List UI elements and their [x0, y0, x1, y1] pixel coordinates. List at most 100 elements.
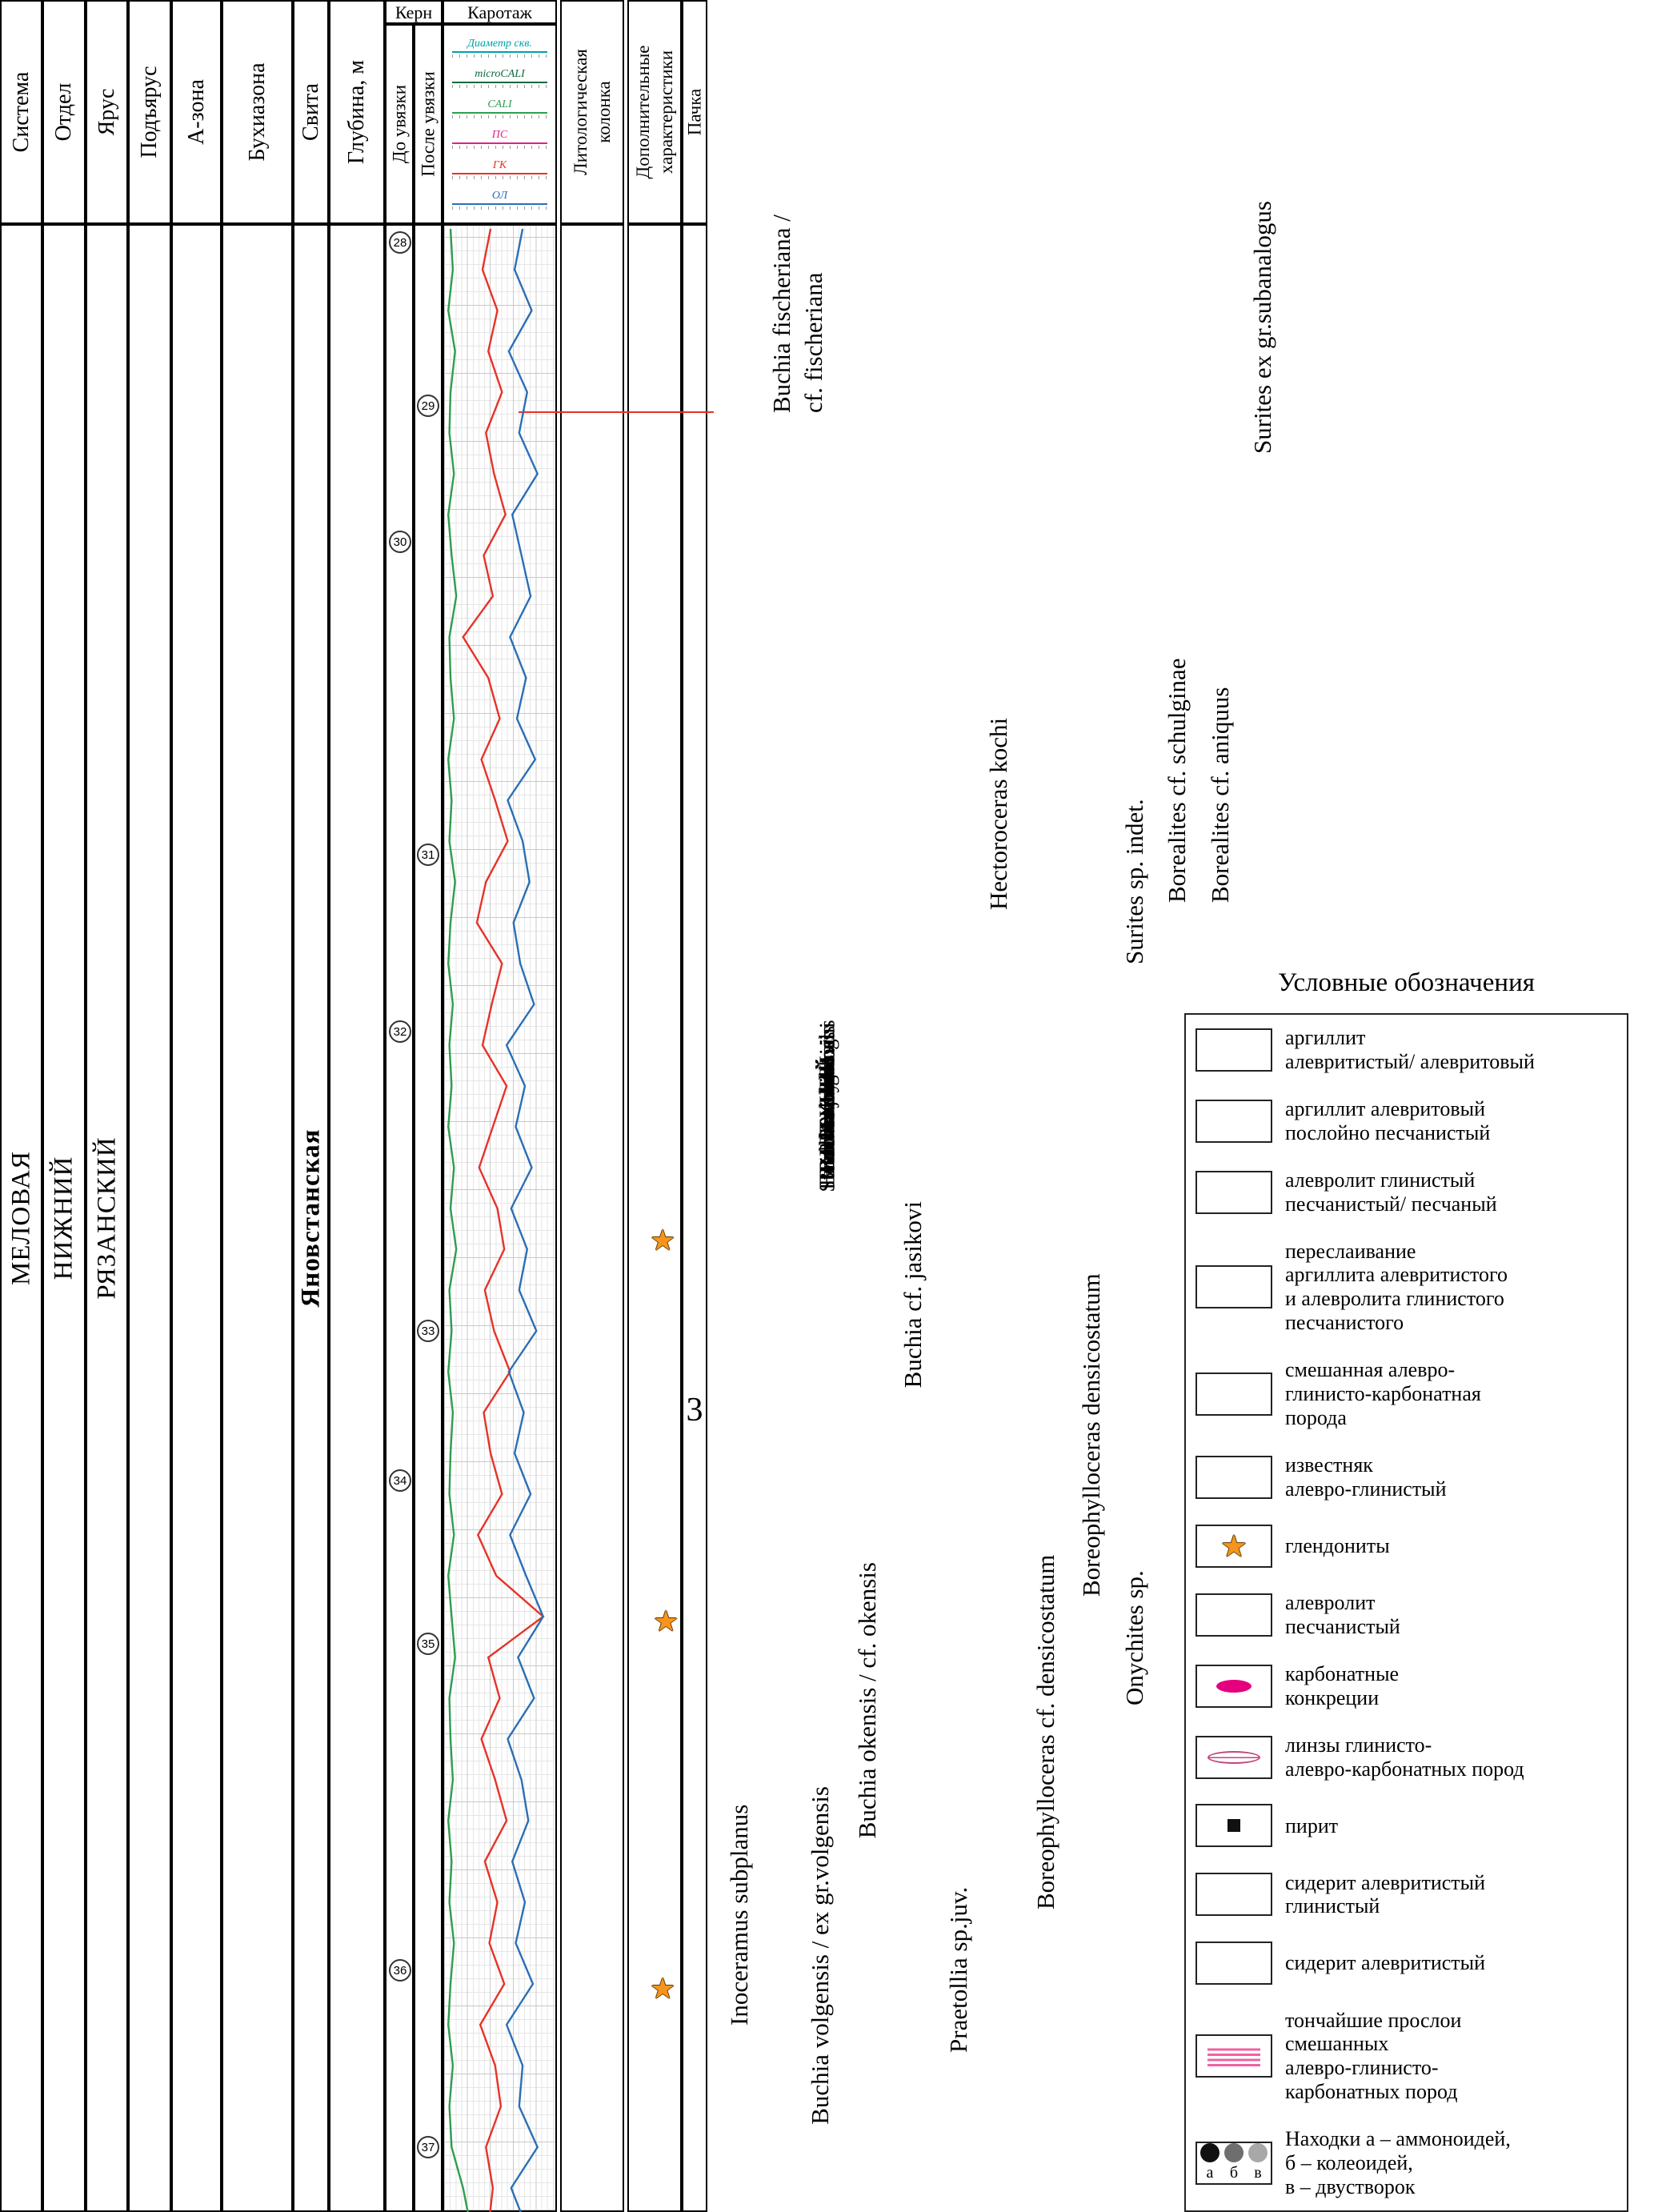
legend-swatch-interbedded	[1195, 1265, 1272, 1309]
pachka-header-label: Пачка	[684, 88, 705, 136]
sistema-value: МЕЛОВАЯ	[6, 1150, 35, 1286]
legend-item: смешанная алевро- глинисто-карбонатная п…	[1195, 1358, 1617, 1430]
log-legend-scale-ticks	[452, 115, 547, 119]
cell-extra	[627, 224, 682, 2212]
legend-item: алевролит песчанистый	[1195, 1591, 1617, 1639]
cell-core-after	[414, 224, 443, 2212]
log-curves-legend: Диаметр скв. microCALI CALI ПС ГК ОЛ	[443, 24, 557, 224]
svita-value: Яновстанская	[296, 1128, 325, 1308]
cell-svita: Яновстанская	[293, 224, 329, 2212]
legend-swatch-siderite	[1195, 1942, 1272, 1986]
otdel-value: НИЖНИЙ	[49, 1156, 78, 1280]
legend-item: карбонатные конкреции	[1195, 1662, 1617, 1710]
legend-label: сидерит алевритистый	[1285, 1951, 1486, 1975]
fossil-label: Boreophylloceras densicostatum	[1077, 1273, 1105, 1597]
cell-podyarus	[128, 224, 171, 2212]
core-run-number: 33	[417, 1320, 439, 1342]
finds-column: а	[1200, 2143, 1219, 2182]
legend-item: а б в Находки а – аммоноидей, б – колеоидей…	[1195, 2127, 1617, 2199]
lithology-header-label: Литологическая колонка	[571, 49, 614, 175]
finds-dot	[1224, 2143, 1244, 2163]
log-legend-name: microCALI	[475, 67, 525, 80]
fossil-label: Inoceramus subplanus	[725, 1804, 753, 2026]
legend-swatch-siderite-clayey	[1195, 1873, 1272, 1917]
legend-item: аргиллит алевритистый/ алевритовый	[1195, 1026, 1617, 1074]
log-legend-name: ГК	[492, 158, 507, 171]
cell-lithology	[560, 224, 624, 2212]
column-header-azona: А-зона	[171, 0, 222, 224]
log-curve-CALI	[447, 228, 469, 2212]
finds-dot	[1200, 2143, 1219, 2163]
column-header-pachka: Пачка	[682, 0, 707, 224]
finds-letter: б	[1229, 2164, 1239, 2182]
log-legend-line	[452, 50, 547, 54]
log-legend-row: CALI	[449, 98, 551, 120]
glendonite-symbol: ★	[650, 1224, 676, 1257]
legend-label: известняк алевро-глинистый	[1285, 1453, 1447, 1501]
pyrite-icon	[1227, 1819, 1240, 1833]
cell-otdel: НИЖНИЙ	[42, 224, 86, 2212]
core-run-number: 36	[389, 1959, 411, 1982]
log-legend-scale-ticks	[452, 206, 547, 210]
log-legend-name: Диаметр скв.	[467, 37, 532, 50]
glendonite-symbol: ★	[650, 1972, 676, 2006]
legend-swatch-limestone	[1195, 1455, 1272, 1499]
column-header-extra: Дополнительные характеристики	[627, 0, 682, 224]
cell-buhiazona	[222, 224, 293, 2212]
log-legend-scale-ticks	[452, 54, 547, 58]
legend-label: аргиллит алевритистый/ алевритовый	[1285, 1026, 1535, 1073]
column-header-svita-label: Свита	[298, 83, 323, 141]
legend-swatch-siltstone-clayey	[1195, 1170, 1272, 1214]
finds-dot	[1248, 2143, 1268, 2163]
yarus-value: РЯЗАНСКИЙ	[92, 1136, 121, 1300]
legend-label: аргиллит алевритовый послойно песчанисты…	[1285, 1096, 1491, 1144]
legend-label: алевролит глинистый песчанистый/ песчаны…	[1285, 1168, 1497, 1216]
log-curves	[447, 228, 545, 2212]
column-header-core-after: После увязки	[414, 24, 443, 224]
fossil-label: Surites sp. indet.	[1120, 798, 1148, 964]
column-header-kern: Керн	[385, 0, 443, 24]
kern-label: Керн	[394, 2, 433, 22]
fossil-label: Borealites cf. aniquus	[1206, 687, 1234, 903]
pachka-number: 3	[686, 1392, 703, 1429]
log-legend-name: ОЛ	[491, 189, 508, 202]
column-header-otdel-label: Отдел	[51, 82, 76, 142]
column-header-glubina: Глубина, м	[329, 0, 385, 224]
legend-label: тончайшие прослои смешанных алевро-глини…	[1285, 2008, 1462, 2104]
log-legend-line	[452, 142, 547, 145]
column-header-svita: Свита	[293, 0, 329, 224]
lens-icon	[1207, 1750, 1260, 1764]
legend-swatch-argillite-sandy	[1195, 1099, 1272, 1143]
legend-item: аргиллит алевритовый послойно песчанисты…	[1195, 1097, 1617, 1145]
legend-label: карбонатные конкреции	[1285, 1661, 1400, 1709]
extra-header-label: Дополнительные характеристики	[633, 45, 676, 179]
log-legend-name: ПС	[491, 128, 508, 141]
legend-label: алевролит песчанистый	[1285, 1590, 1400, 1638]
column-header-sistema-label: Система	[8, 71, 34, 153]
fossil-label: Surites ex gr.subanalogus	[1248, 201, 1276, 454]
legend-label: сидерит алевритистый глинистый	[1285, 1870, 1486, 1918]
legend-swatch-concretion	[1195, 1664, 1272, 1708]
finds-column: в	[1248, 2143, 1268, 2182]
core-run-number: 32	[389, 1020, 411, 1043]
cell-sistema: МЕЛОВАЯ	[0, 224, 42, 2212]
column-header-yarus: Ярус	[86, 0, 128, 224]
core-after-label: После увязки	[418, 71, 439, 177]
legend-item: тончайшие прослои смешанных алевро-глини…	[1195, 2009, 1617, 2105]
karotazh-label: Каротаж	[467, 2, 532, 22]
legend-swatch-glendonite: ★	[1195, 1524, 1272, 1568]
fossil-label: Buchia cf. jasikovi	[899, 1201, 927, 1389]
log-legend-row: ПС	[449, 129, 551, 150]
zone-label: Buchia unschensis	[815, 1025, 839, 1187]
core-run-number: 37	[417, 2136, 439, 2158]
column-header-buhiazona: Бухиазона	[222, 0, 293, 224]
column-header-sistema: Система	[0, 0, 42, 224]
thin-layers-icon	[1207, 2046, 1260, 2067]
legend-item: сидерит алевритистый	[1195, 1942, 1617, 1986]
column-header-azona-label: А-зона	[183, 79, 209, 145]
legend-title: Условные обозначения	[1278, 968, 1535, 997]
cell-core-before	[385, 224, 414, 2212]
legend-item: линзы глинисто- алевро-карбонатных пород	[1195, 1733, 1617, 1781]
column-header-karotazh: Каротаж	[443, 0, 557, 24]
cell-azona	[171, 224, 222, 2212]
